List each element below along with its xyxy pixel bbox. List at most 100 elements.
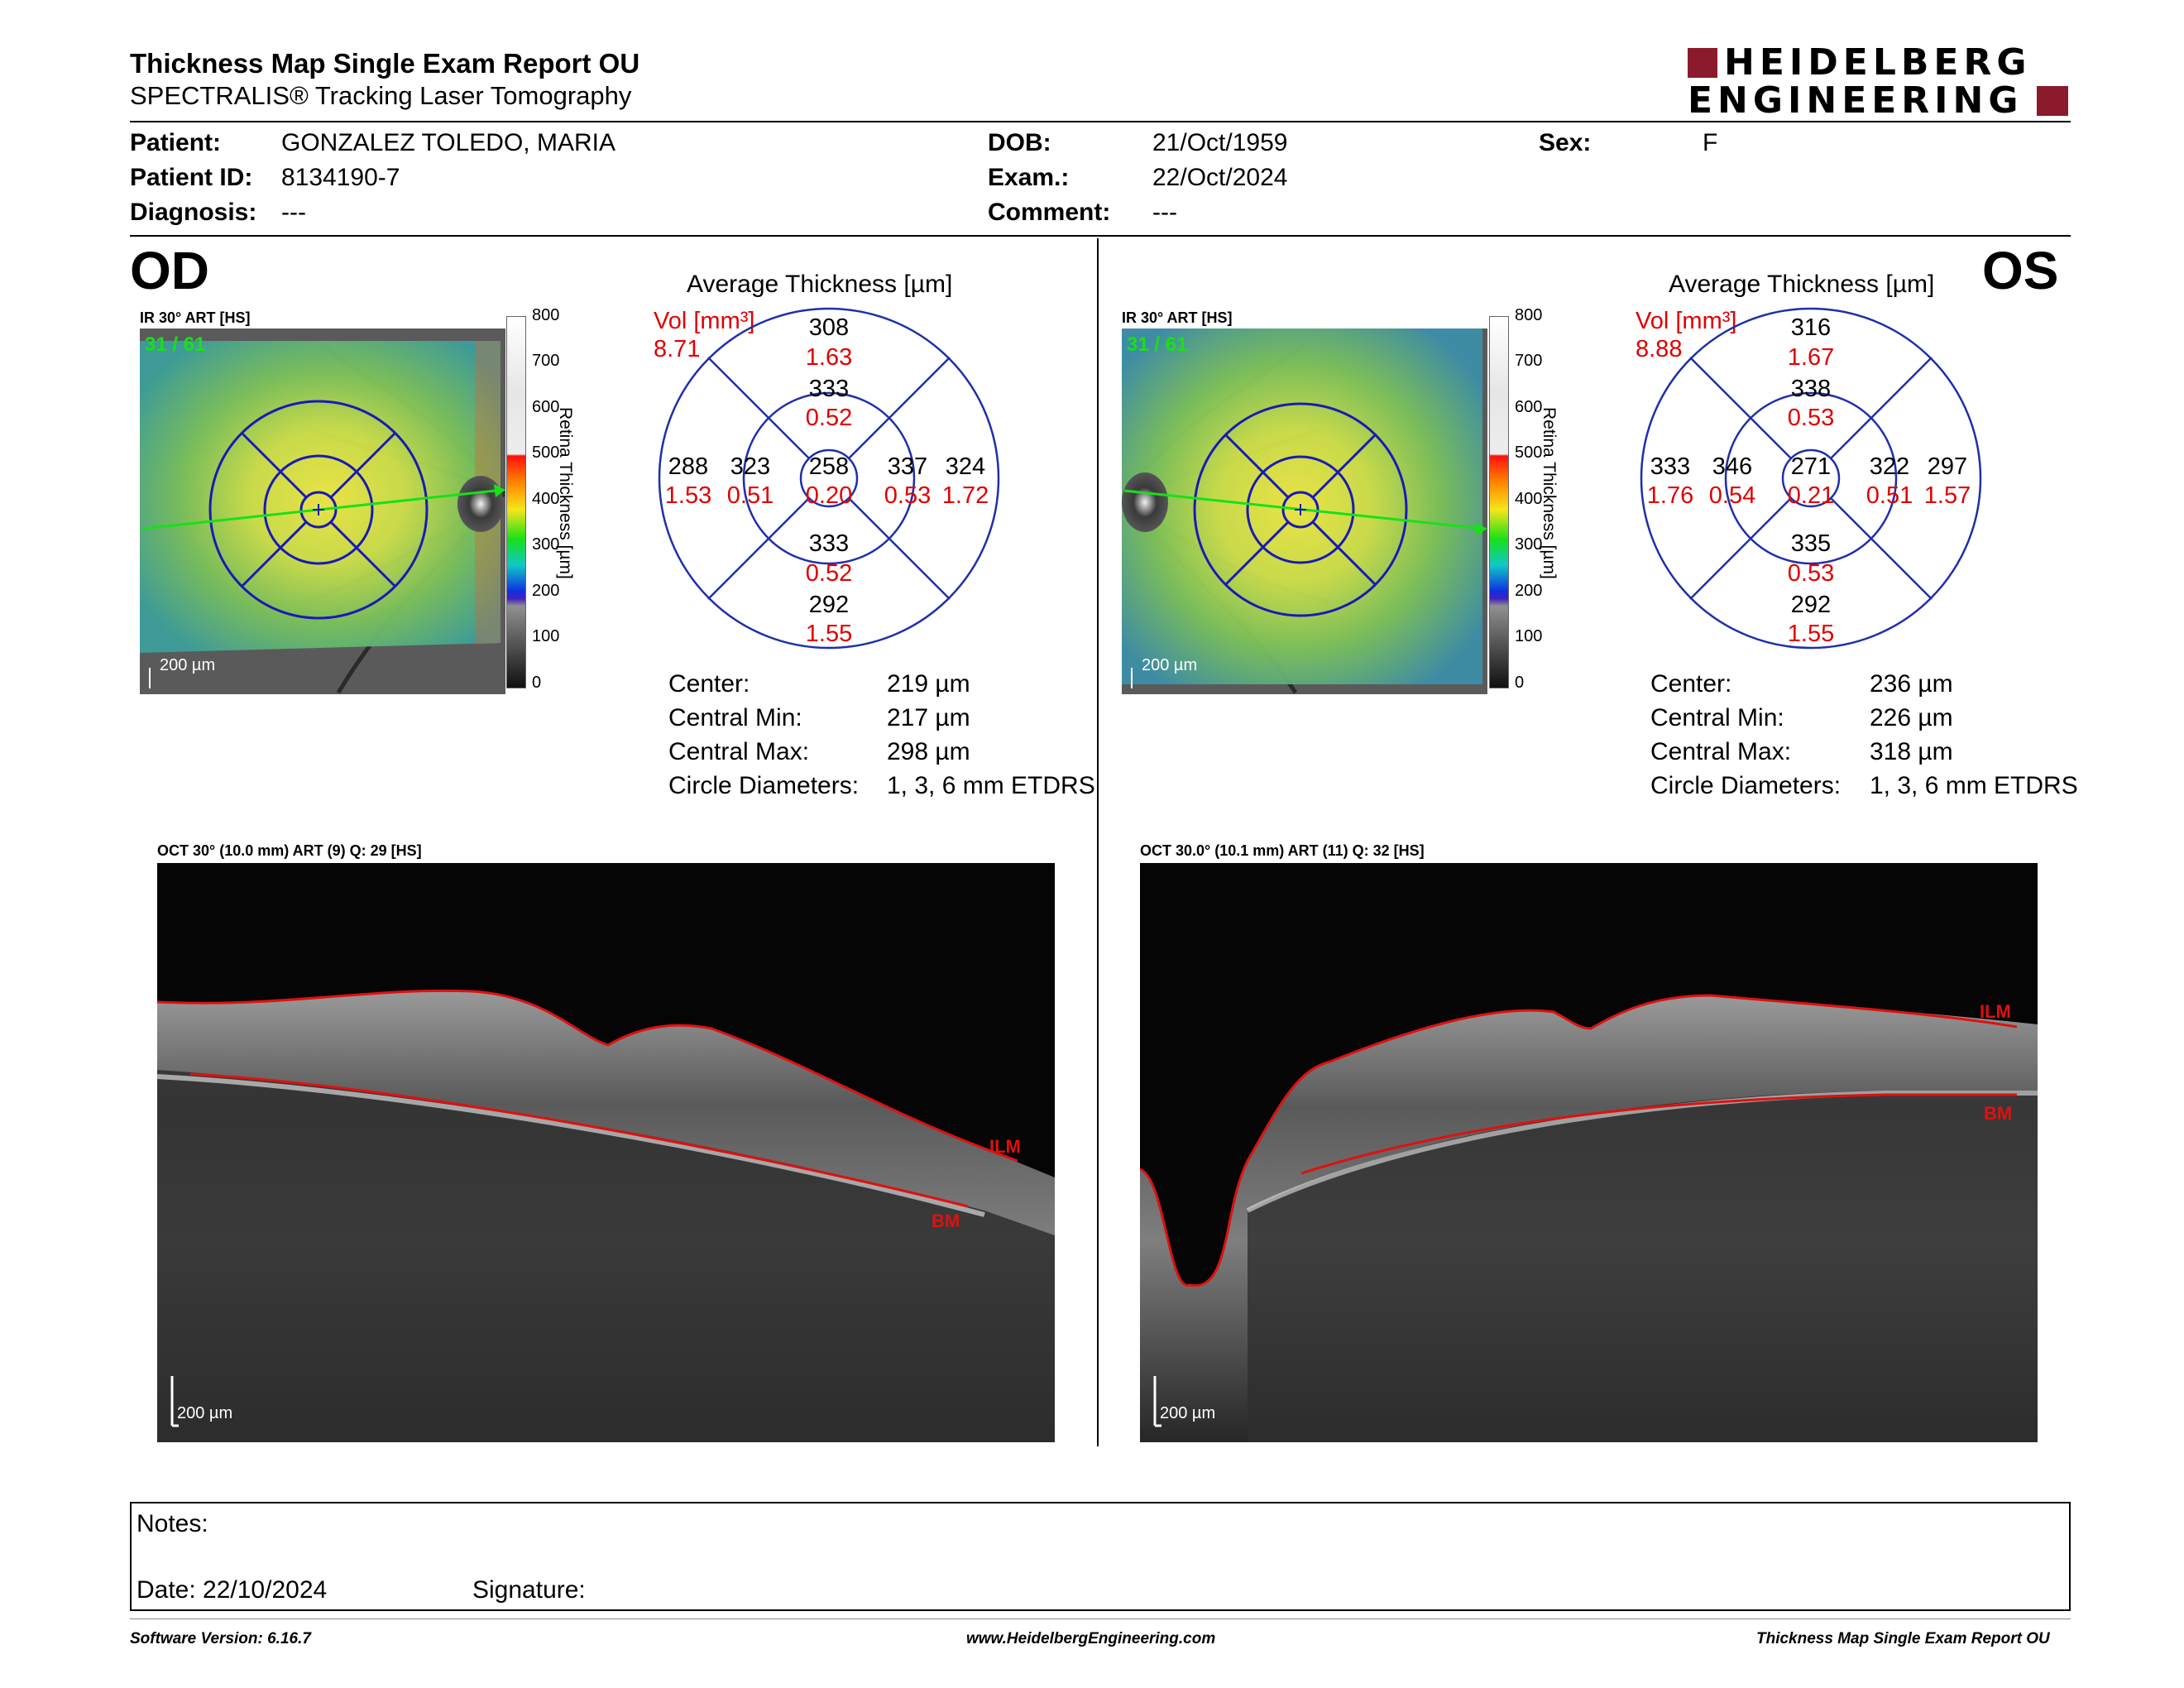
os-colorbar <box>1489 316 1509 688</box>
header-divider <box>130 121 2071 122</box>
od-outer-sup-thickness: 308 <box>809 314 849 341</box>
od-min-value: 217 µm <box>887 704 970 731</box>
os-colorbar-tick-600: 600 <box>1515 398 1543 416</box>
os-fundus-image: 31 / 61 200 µm <box>1122 328 1487 694</box>
od-colorbar-tick-500: 500 <box>532 444 560 462</box>
od-colorbar-tick-100: 100 <box>532 627 560 645</box>
od-center-label: Center: <box>668 670 750 698</box>
os-max-value: 318 µm <box>1870 738 1953 765</box>
dob-label: DOB: <box>988 129 1051 156</box>
os-min-label: Central Min: <box>1650 704 1784 731</box>
logo-line-2: ENGINEERING <box>1688 79 2024 122</box>
os-diam-value: 1, 3, 6 mm ETDRS <box>1870 772 2078 799</box>
os-colorbar-tick-100: 100 <box>1515 627 1543 645</box>
od-outer-nas-volume: 1.53 <box>665 482 711 509</box>
od-colorbar-tick-800: 800 <box>532 306 560 324</box>
os-oct-ilm-label: ILM <box>1980 1001 2011 1022</box>
os-etdrs-grid: 316 1.67 338 0.53 333 1.76 346 0.54 271 … <box>1640 307 1982 650</box>
report-subtitle: SPECTRALIS® Tracking Laser Tomography <box>130 81 632 110</box>
os-frame-counter: 31 / 61 <box>1127 333 1188 356</box>
os-inner-nas-thickness: 346 <box>1712 453 1752 480</box>
od-inner-nas-volume: 0.51 <box>727 482 774 509</box>
sex-value: F <box>1703 129 1718 156</box>
od-max-value: 298 µm <box>887 738 970 765</box>
od-center-value: 219 µm <box>887 670 970 698</box>
od-etdrs-grid: 308 1.63 333 0.52 288 1.53 323 0.51 258 … <box>658 307 1000 650</box>
patient-id-label: Patient ID: <box>130 164 253 191</box>
od-fundus-scale: 200 µm <box>160 656 216 674</box>
os-outer-inf-volume: 1.55 <box>1788 621 1834 647</box>
notes-box[interactable]: Notes: Date: 22/10/2024 Signature: <box>130 1502 2071 1611</box>
od-max-label: Central Max: <box>668 738 810 765</box>
od-inner-tmp-thickness: 337 <box>888 453 927 480</box>
od-diam-label: Circle Diameters: <box>668 772 860 799</box>
od-inner-inf-volume: 0.52 <box>806 560 852 587</box>
notes-label: Notes: <box>136 1510 208 1537</box>
os-eye-label: OS <box>1982 241 2059 300</box>
od-outer-inf-thickness: 292 <box>809 592 849 618</box>
od-oct-bscan: ILM BM 200 µm <box>157 863 1055 1442</box>
comment-value: --- <box>1152 199 1177 226</box>
os-oct-title: OCT 30.0° (10.1 mm) ART (11) Q: 32 [HS] <box>1140 842 1425 859</box>
diagnosis-label: Diagnosis: <box>130 199 257 226</box>
os-outer-nas-thickness: 333 <box>1650 453 1690 480</box>
os-outer-sup-thickness: 316 <box>1791 314 1831 341</box>
od-colorbar-tick-200: 200 <box>532 582 560 600</box>
os-max-label: Central Max: <box>1650 738 1792 765</box>
os-center-value: 236 µm <box>1870 670 1953 698</box>
patient-label: Patient: <box>130 129 222 156</box>
od-colorbar-tick-700: 700 <box>532 352 560 370</box>
od-inner-tmp-volume: 0.53 <box>884 482 931 509</box>
os-avg-title: Average Thickness [µm] <box>1669 271 1935 298</box>
os-center-label: Center: <box>1650 670 1732 698</box>
od-oct-bm-label: BM <box>932 1211 960 1231</box>
os-inner-inf-volume: 0.53 <box>1788 560 1834 587</box>
os-outer-sup-volume: 1.67 <box>1788 344 1834 371</box>
os-diam-label: Circle Diameters: <box>1650 772 1842 799</box>
od-fundus-title: IR 30° ART [HS] <box>140 309 251 326</box>
logo-line-1: HEIDELBERG <box>1724 41 2032 84</box>
od-fundus-image: 31 / 61 200 µm <box>140 328 505 694</box>
heidelberg-logo: HEIDELBERG ENGINEERING <box>1688 45 2070 119</box>
exam-value: 22/Oct/2024 <box>1152 164 1288 191</box>
od-fundus-svg <box>140 328 505 694</box>
os-oct-bscan: ILM BM 200 µm <box>1140 863 2038 1442</box>
od-oct-title: OCT 30° (10.0 mm) ART (9) Q: 29 [HS] <box>157 842 422 859</box>
od-center-volume: 0.20 <box>806 482 852 509</box>
footer-website[interactable]: www.HeidelbergEngineering.com <box>966 1630 1216 1647</box>
patient-divider <box>130 235 2071 237</box>
os-vol-total: 8.88 <box>1636 336 1683 362</box>
os-outer-tmp-volume: 1.57 <box>1924 482 1971 509</box>
od-colorbar-tick-0: 0 <box>532 674 542 692</box>
footer-report-name: Thickness Map Single Exam Report OU <box>1756 1630 2050 1647</box>
os-colorbar-tick-800: 800 <box>1515 306 1543 324</box>
os-oct-scale: 200 µm <box>1160 1404 1216 1422</box>
exam-label: Exam.: <box>988 164 1070 191</box>
od-colorbar-tick-300: 300 <box>532 535 560 554</box>
od-colorbar-axis-label: Retina Thickness [µm] <box>556 407 575 579</box>
os-oct-svg <box>1140 994 2038 1442</box>
os-outer-nas-volume: 1.76 <box>1647 482 1693 509</box>
od-inner-sup-thickness: 333 <box>809 376 849 402</box>
footer-divider <box>130 1618 2071 1619</box>
os-outer-tmp-thickness: 297 <box>1928 453 1967 480</box>
os-colorbar-tick-300: 300 <box>1515 535 1543 554</box>
os-inner-sup-volume: 0.53 <box>1788 405 1834 431</box>
od-colorbar <box>506 316 526 688</box>
os-oct-bm-label: BM <box>1984 1103 2013 1124</box>
notes-date: Date: 22/10/2024 <box>136 1576 328 1604</box>
diagnosis-value: --- <box>281 199 306 226</box>
od-outer-tmp-thickness: 324 <box>946 453 985 480</box>
os-colorbar-tick-400: 400 <box>1515 490 1543 508</box>
od-outer-tmp-volume: 1.72 <box>942 482 989 509</box>
os-inner-nas-volume: 0.54 <box>1709 482 1755 509</box>
comment-label: Comment: <box>988 199 1111 226</box>
patient-name: GONZALEZ TOLEDO, MARIA <box>281 129 615 156</box>
od-diam-value: 1, 3, 6 mm ETDRS <box>887 772 1095 799</box>
od-outer-inf-volume: 1.55 <box>806 621 852 647</box>
os-colorbar-tick-0: 0 <box>1515 674 1525 692</box>
os-min-value: 226 µm <box>1870 704 1953 731</box>
os-center-volume: 0.21 <box>1788 482 1834 509</box>
od-colorbar-tick-600: 600 <box>532 398 560 416</box>
os-inner-tmp-volume: 0.51 <box>1866 482 1913 509</box>
